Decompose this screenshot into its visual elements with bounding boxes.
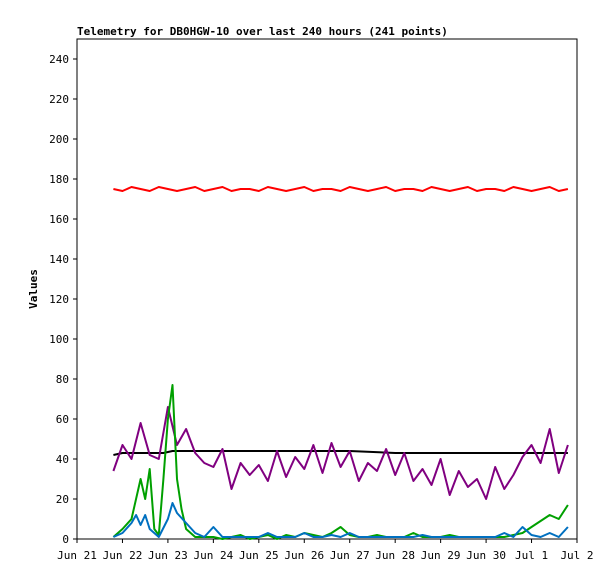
x-tick-label: Jun 29 [421, 549, 461, 562]
x-tick-label: Jun 22 [103, 549, 143, 562]
chart-title: Telemetry for DB0HGW-10 over last 240 ho… [77, 25, 448, 38]
y-axis-label: Values [27, 269, 40, 309]
x-tick-label: Jun 25 [239, 549, 279, 562]
x-tick-label: Jun 27 [330, 549, 370, 562]
series-layer [112, 186, 569, 540]
x-tick-label: Jun 26 [284, 549, 324, 562]
x-tick-label: Jun 28 [375, 549, 415, 562]
y-tick-label: 100 [49, 333, 69, 346]
x-tick-label: Jun 21 [57, 549, 97, 562]
x-tick-label: Jun 24 [193, 549, 233, 562]
series-line-3 [112, 406, 569, 500]
x-tick-label: Jul 1 [515, 549, 548, 562]
plot-frame [76, 38, 578, 540]
x-tick-label: Jun 30 [466, 549, 506, 562]
y-tick-label: 120 [49, 293, 69, 306]
y-tick-label: 240 [49, 53, 69, 66]
y-tick-label: 20 [56, 493, 69, 506]
series-line-1 [113, 186, 569, 192]
x-tick-label: Jun 23 [148, 549, 188, 562]
y-tick-label: 180 [49, 173, 69, 186]
x-axis: Jun 21 Jun 22 Jun 23 Jun 24 Jun 25 Jun 26 Jun … [57, 539, 594, 562]
y-tick-label: 140 [49, 253, 69, 266]
series-line-5 [112, 502, 569, 538]
y-tick-label: 200 [49, 133, 69, 146]
y-tick-label: 220 [49, 93, 69, 106]
y-tick-label: 60 [56, 413, 69, 426]
x-tick-label: Jul 2 [560, 549, 593, 562]
y-tick-label: 0 [62, 533, 69, 546]
y-tick-label: 40 [56, 453, 69, 466]
y-axis: 0 20 40 60 80 100 120 140 160 180 200 220 240 [49, 53, 77, 546]
y-tick-label: 160 [49, 213, 69, 226]
y-tick-label: 80 [56, 373, 69, 386]
